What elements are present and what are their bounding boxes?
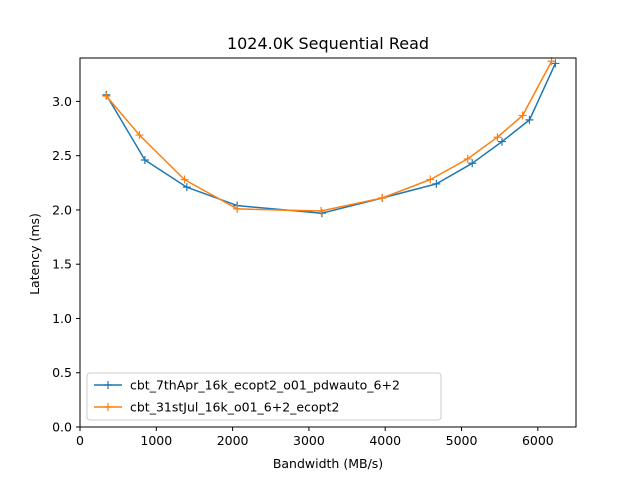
axes-layer bbox=[79, 57, 577, 428]
y-tick-label: 2.0 bbox=[52, 202, 72, 217]
series-layer bbox=[102, 57, 560, 218]
y-tick-label: 1.0 bbox=[52, 311, 72, 326]
data-point-1-2 bbox=[140, 156, 149, 165]
y-tick-label: 3.0 bbox=[52, 94, 72, 109]
data-point-2-7 bbox=[426, 175, 435, 184]
data-point-1-10 bbox=[525, 115, 534, 124]
legend-entry-2: cbt_31stJul_16k_o01_6+2_ecopt2 bbox=[130, 400, 339, 415]
plot-background bbox=[80, 58, 576, 427]
x-tick-label: 6000 bbox=[522, 433, 554, 448]
data-point-2-9 bbox=[493, 133, 502, 142]
y-axis-label: Latency (ms) bbox=[27, 213, 42, 295]
data-point-1-3 bbox=[182, 183, 191, 192]
legend-marker-2 bbox=[104, 403, 112, 411]
data-point-2-10 bbox=[518, 111, 527, 120]
ticks-layer: 0 1000 2000 3000 4000 5000 6000 0.0 0.5 1.0 1.5 2.0… bbox=[52, 94, 554, 448]
data-point-1-8 bbox=[468, 159, 477, 168]
legend: cbt_7thApr_16k_ecopt2_o01_pdwauto_6+2cbt… bbox=[86, 372, 442, 421]
data-point-2-8 bbox=[463, 154, 472, 163]
x-tick-label: 0 bbox=[76, 433, 84, 448]
data-point-2-3 bbox=[180, 175, 189, 184]
y-tick-label: 1.5 bbox=[52, 257, 72, 272]
x-tick-label: 5000 bbox=[446, 433, 478, 448]
x-tick-label: 3000 bbox=[293, 433, 325, 448]
legend-marker-1 bbox=[104, 381, 112, 389]
x-tick-label: 2000 bbox=[217, 433, 249, 448]
data-point-2-4 bbox=[233, 204, 242, 213]
legend-entry-1: cbt_7thApr_16k_ecopt2_o01_pdwauto_6+2 bbox=[130, 378, 400, 393]
series-2 bbox=[102, 57, 556, 216]
chart-title: 1024.0K Sequential Read bbox=[227, 34, 429, 53]
data-point-2-5 bbox=[317, 207, 326, 216]
x-axis-label: Bandwidth (MB/s) bbox=[273, 456, 383, 471]
data-point-2-2 bbox=[135, 131, 144, 140]
data-point-1-9 bbox=[497, 137, 506, 146]
x-tick-label: 1000 bbox=[140, 433, 172, 448]
legend-box bbox=[86, 372, 442, 421]
data-point-1-7 bbox=[432, 179, 441, 188]
axes-frame bbox=[79, 57, 577, 428]
y-tick-label: 0.5 bbox=[52, 365, 72, 380]
data-point-2-1 bbox=[102, 91, 111, 100]
y-tick-label: 0.0 bbox=[52, 420, 72, 435]
y-tick-label: 2.5 bbox=[52, 148, 72, 163]
plot-area bbox=[80, 58, 576, 427]
data-point-2-6 bbox=[378, 194, 387, 203]
data-point-2-11 bbox=[547, 57, 556, 66]
x-tick-label: 4000 bbox=[369, 433, 401, 448]
